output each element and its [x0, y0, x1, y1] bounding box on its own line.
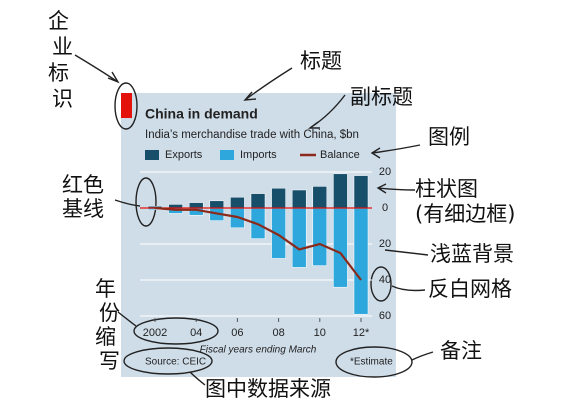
bar [312, 186, 328, 209]
legend-label: Imports [240, 149, 277, 161]
bar [209, 200, 225, 209]
arrow [370, 144, 421, 159]
x-tick-label: 2002 [143, 327, 167, 339]
x-tick-label: 04 [190, 327, 202, 339]
arrow [376, 183, 416, 194]
annotation: 企 [48, 9, 69, 33]
bar [291, 189, 307, 209]
arrow [384, 249, 429, 256]
bar [291, 207, 307, 268]
annotation: 缩 [95, 325, 116, 349]
annotation: 份 [99, 301, 120, 325]
note: *Estimate [350, 357, 393, 368]
y-tick-label: 0 [382, 202, 388, 214]
bar [333, 207, 348, 288]
annotation: (有细边框) [415, 202, 515, 226]
chart-title: China in demand [145, 106, 258, 122]
bar [312, 207, 328, 266]
annotation: 标题 [300, 49, 342, 73]
bar [333, 173, 348, 209]
y-tick-label: 20 [379, 166, 391, 178]
x-tick-label: 08 [272, 327, 284, 339]
annotation: 标 [48, 61, 69, 85]
annotation: 年 [95, 277, 116, 301]
arrow [114, 199, 141, 207]
annotation: 基线 [62, 197, 104, 221]
annotation: 浅蓝背景 [430, 242, 514, 266]
hand-annotations [74, 54, 434, 386]
arrow [243, 67, 293, 101]
circle [133, 317, 219, 345]
annotation: 业 [52, 35, 73, 59]
bar [188, 202, 204, 209]
chart-subtitle: India’s merchandise trade with China, $b… [145, 129, 359, 141]
arrow [74, 54, 120, 84]
circle [135, 177, 157, 227]
circle [123, 347, 213, 375]
annotation: 识 [52, 87, 73, 111]
arrow [391, 285, 426, 292]
arrow [411, 351, 434, 361]
bar [353, 175, 369, 209]
x-tick-label: 10 [314, 327, 326, 339]
bar [230, 196, 245, 209]
circle [114, 82, 138, 130]
x-tick-label: 12* [353, 327, 370, 339]
line [154, 206, 362, 281]
annotation: 备注 [440, 339, 482, 363]
arrow [117, 311, 137, 327]
y-tick-label: 20 [379, 238, 391, 250]
circle [370, 266, 392, 302]
arrow [307, 94, 346, 129]
annotation: 红色 [62, 173, 104, 197]
legend-label: Exports [165, 149, 203, 161]
y-tick-label: 40 [379, 274, 391, 286]
annotation: 反白网格 [428, 277, 512, 301]
annotation: 图例 [428, 125, 470, 149]
x-tick-label: 06 [231, 327, 243, 339]
legend-swatch [145, 150, 159, 160]
legend-label: Balance [320, 149, 360, 161]
x-axis-label: Fiscal years ending March [200, 345, 317, 356]
bar [250, 193, 266, 209]
bar [353, 207, 369, 315]
y-tick-label: 60 [379, 310, 391, 322]
circle [335, 346, 413, 378]
bar [271, 187, 286, 209]
source: Source: CEIC [145, 357, 206, 368]
annotation: 柱状图 [415, 177, 478, 201]
annotation: 写 [99, 349, 120, 373]
annotation: 图中数据来源 [205, 377, 331, 401]
arrow [189, 371, 206, 386]
annotation: 副标题 [350, 85, 413, 109]
legend-swatch [220, 150, 234, 160]
logo [121, 93, 132, 118]
